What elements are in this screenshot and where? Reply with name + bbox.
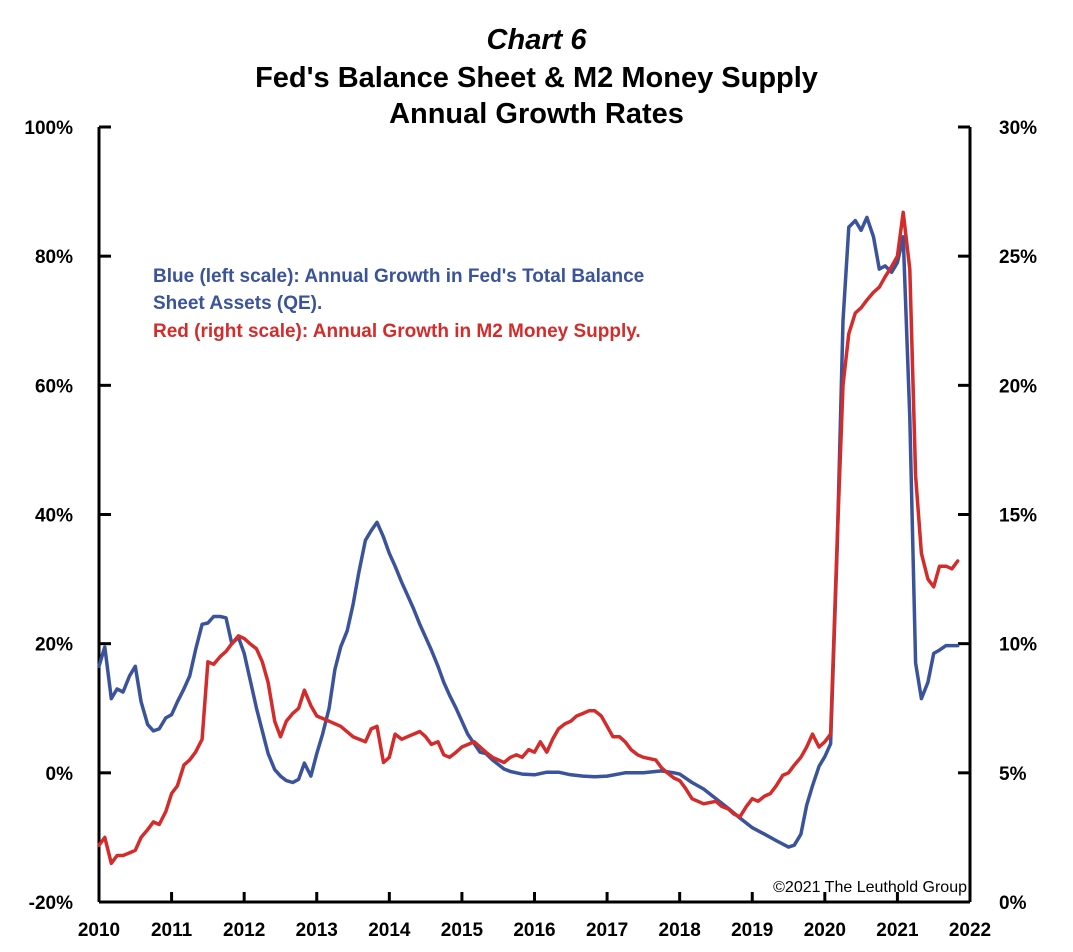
legend-red: Red (right scale): Annual Growth in M2 M… <box>153 321 641 342</box>
right-tick-label: 0% <box>999 893 1027 914</box>
series-lines <box>97 210 960 866</box>
x-tick-label: 2016 <box>513 920 555 941</box>
left-tick-label: 0% <box>46 764 74 785</box>
x-tick-label: 2012 <box>223 920 265 941</box>
chart-title: Chart 6 <box>486 24 587 56</box>
right-tick-label: 5% <box>999 764 1027 785</box>
right-tick-label: 10% <box>999 635 1037 656</box>
chart-subtitle-line-1: Fed's Balance Sheet & M2 Money Supply <box>255 62 818 94</box>
x-tick-label: 2022 <box>949 920 991 941</box>
left-tick-label: 80% <box>35 247 73 268</box>
right-tick-label: 30% <box>999 118 1037 139</box>
x-tick-label: 2010 <box>78 920 120 941</box>
x-tick-label: 2013 <box>296 920 338 941</box>
x-tick-label: 2021 <box>876 920 919 941</box>
x-tick-label: 2015 <box>441 920 484 941</box>
axes <box>97 125 972 904</box>
x-tick-label: 2014 <box>368 920 411 941</box>
tick-labels: -20% 0% 20% 40% 60% 80% 100% 0% 5% 10% 15% 20% 25% 30… <box>24 118 1037 941</box>
left-tick-label: -20% <box>29 893 73 914</box>
legend-blue-line-1: Blue (left scale): Annual Growth in Fed'… <box>153 266 644 287</box>
right-tick-label: 15% <box>999 506 1037 527</box>
right-tick-label: 25% <box>999 247 1037 268</box>
left-tick-label: 40% <box>35 506 73 527</box>
legend-blue-line-2: Sheet Assets (QE). <box>153 293 322 314</box>
x-tick-label: 2011 <box>151 920 193 941</box>
series-line-m2-money-supply <box>97 210 960 866</box>
chart-subtitle-line-2: Annual Growth Rates <box>389 98 684 130</box>
left-tick-label: 60% <box>35 376 73 397</box>
credit-text: ©2021 The Leuthold Group <box>773 879 967 896</box>
x-tick-label: 2020 <box>804 920 846 941</box>
right-tick-label: 20% <box>999 376 1037 397</box>
left-tick-label: 20% <box>35 635 73 656</box>
x-tick-label: 2018 <box>659 920 701 941</box>
x-tick-label: 2019 <box>731 920 773 941</box>
left-tick-label: 100% <box>24 118 73 139</box>
x-tick-label: 2017 <box>586 920 628 941</box>
